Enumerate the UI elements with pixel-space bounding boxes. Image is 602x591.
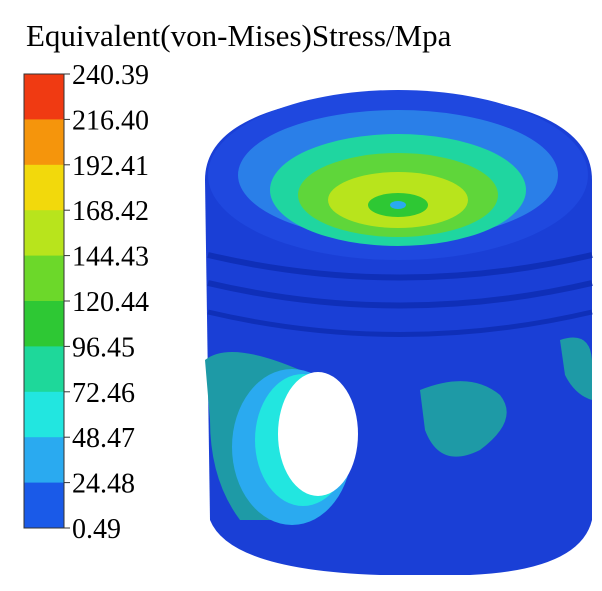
legend-label: 168.42 [72, 196, 149, 227]
legend-label: 240.39 [72, 60, 149, 91]
legend-band [24, 483, 64, 529]
legend-label: 48.47 [72, 423, 135, 454]
color-legend: 240.39 216.40 192.41 168.42 144.43 120.44 96.4… [24, 60, 149, 545]
title: Equivalent(von-Mises)Stress/Mpa [26, 18, 452, 53]
legend-band [24, 437, 64, 483]
legend-label: 96.45 [72, 332, 135, 363]
legend-band [24, 165, 64, 211]
piston-model [205, 90, 592, 575]
legend-band [24, 210, 64, 256]
stress-figure: Equivalent(von-Mises)Stress/Mpa 240.39 21… [0, 0, 602, 586]
legend-label: 216.40 [72, 105, 149, 136]
legend-label: 144.43 [72, 242, 149, 273]
page: Equivalent(von-Mises)Stress/Mpa 240.39 21… [0, 0, 602, 586]
legend-label: 72.46 [72, 378, 135, 409]
legend-band [24, 119, 64, 165]
legend-label: 120.44 [72, 287, 149, 318]
legend-band [24, 256, 64, 302]
legend-band [24, 346, 64, 392]
legend-label: 192.41 [72, 151, 149, 182]
legend-label: 24.48 [72, 469, 135, 500]
legend-label: 0.49 [72, 514, 121, 545]
legend-band [24, 392, 64, 438]
legend-band [24, 74, 64, 120]
legend-band [24, 301, 64, 347]
